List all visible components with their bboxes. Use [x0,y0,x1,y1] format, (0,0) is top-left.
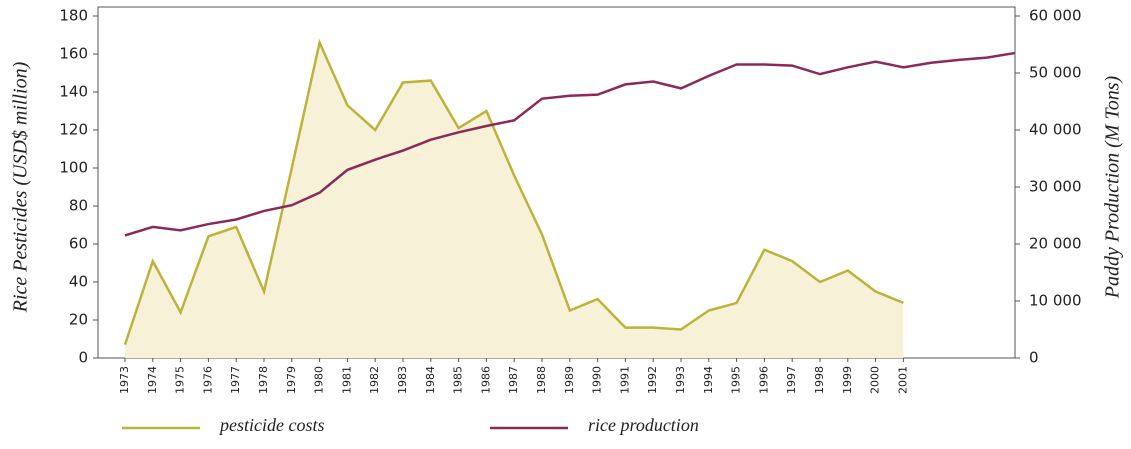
x-tick-label: 1973 [118,366,131,394]
x-tick-label: 1998 [813,366,826,394]
y2-tick-label: 60 000 [1029,7,1082,25]
x-tick-label: 1981 [340,366,353,394]
y-tick-label: 180 [59,7,88,25]
x-tick-label: 1995 [730,366,743,394]
y2-tick-label: 50 000 [1029,64,1082,82]
x-tick-label: 1996 [757,366,770,394]
x-tick-label: 1989 [563,366,576,394]
y2-tick-label: 40 000 [1029,121,1082,139]
x-tick-label: 1977 [229,366,242,394]
x-tick-label: 1994 [702,366,715,394]
y2-tick-label: 30 000 [1029,178,1082,196]
y-tick-label: 140 [59,83,88,101]
y-tick-label: 120 [59,121,88,139]
y2-tick-label: 10 000 [1029,292,1082,310]
series-line [124,51,1015,237]
x-tick-label: 1990 [591,366,604,394]
x-tick-label: 1979 [285,366,298,394]
x-tick-label: 1984 [424,366,437,394]
legend-label: rice production [588,415,699,435]
y-tick-label: 100 [59,159,88,177]
x-tick-label: 2001 [896,366,909,394]
y2-tick-label: 20 000 [1029,235,1082,253]
y-axis-label: Rice Pesticides (USD$ million) [10,61,32,313]
x-tick-label: 1991 [618,366,631,394]
x-tick-label: 1992 [646,366,659,394]
x-tick-label: 1985 [452,366,465,394]
x-tick-label: 1975 [174,366,187,394]
x-tick-label: 1997 [785,366,798,394]
x-tick-label: 1986 [479,366,492,394]
x-tick-label: 1993 [674,366,687,394]
x-tick-label: 2000 [869,366,882,394]
y-tick-label: 80 [69,197,88,215]
x-tick-label: 1978 [257,366,270,394]
x-tick-label: 1976 [201,366,214,394]
x-tick-label: 1999 [841,366,854,394]
series-line [123,38,904,346]
y-tick-label: 40 [69,273,88,291]
area-fill [125,42,904,358]
x-tick-label: 1987 [507,366,520,394]
y-tick-label: 60 [69,235,88,253]
x-tick-label: 1974 [146,366,159,394]
y2-tick-label: 0 [1029,349,1039,367]
x-tick-label: 1988 [535,366,548,394]
y2-axis-label: Paddy Production (M Tons) [1102,75,1124,299]
y-tick-label: 0 [78,349,88,367]
x-tick-label: 1983 [396,366,409,394]
x-tick-label: 1980 [313,366,326,394]
y-tick-label: 160 [59,45,88,63]
x-tick-label: 1982 [368,366,381,394]
legend-label: pesticide costs [218,415,324,435]
y-tick-label: 20 [69,311,88,329]
